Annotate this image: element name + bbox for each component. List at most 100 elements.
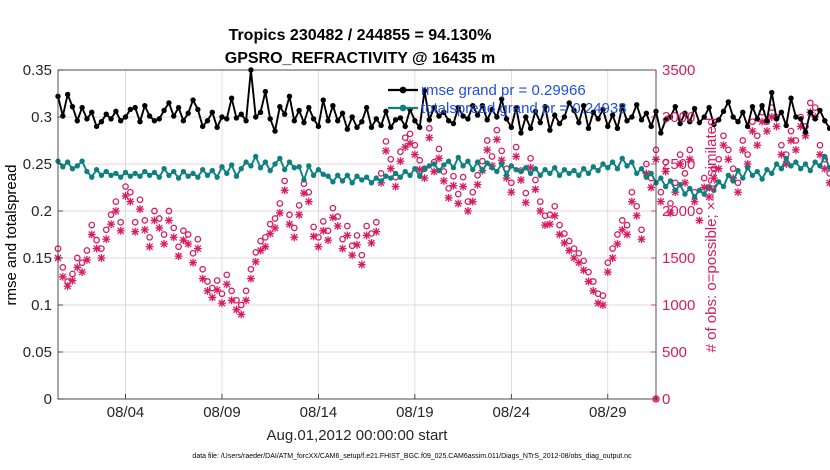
spread-point <box>325 173 331 179</box>
rmse-point <box>527 125 534 131</box>
obs-possible-point <box>223 271 231 279</box>
spread-point <box>605 165 611 171</box>
obs-assimilated-point <box>353 240 361 249</box>
obs-assimilated-point <box>507 188 516 197</box>
rmse-point <box>614 125 621 131</box>
obs-possible-point <box>344 222 351 230</box>
obs-assimilated-point <box>140 225 149 234</box>
obs-assimilated-point <box>546 220 554 229</box>
obs-possible-point <box>83 247 91 254</box>
rmse-point <box>638 117 645 123</box>
spread-point <box>513 166 519 173</box>
spread-point <box>383 173 389 179</box>
obs-assimilated-point <box>753 141 762 150</box>
obs-assimilated-point <box>203 287 212 295</box>
obs-assimilated-point <box>391 182 400 191</box>
spread-point <box>561 166 568 173</box>
obs-possible-point <box>175 243 182 251</box>
obs-possible-point <box>257 237 264 245</box>
obs-possible-point <box>575 249 583 257</box>
obs-assimilated-point <box>150 216 159 225</box>
legend-spread-marker <box>399 104 407 112</box>
spread-point <box>151 169 158 176</box>
obs-assimilated-point <box>401 143 410 151</box>
rmse-point <box>89 109 95 116</box>
spread-point <box>523 165 529 171</box>
spread-point <box>696 187 703 194</box>
spread-point <box>619 155 625 162</box>
spread-point <box>552 165 558 171</box>
rmse-point <box>556 120 563 127</box>
obs-possible-point <box>180 227 187 235</box>
obs-assimilated-point <box>550 211 559 220</box>
obs-assimilated-point <box>536 207 545 215</box>
y-tick-label: 0.25 <box>23 156 52 173</box>
rmse-point <box>648 123 654 130</box>
obs-possible-point <box>218 290 226 298</box>
obs-assimilated-point <box>189 258 197 267</box>
obs-possible-point <box>753 132 761 140</box>
obs-assimilated-point <box>160 240 168 248</box>
obs-assimilated-point <box>116 226 125 235</box>
spread-point <box>691 194 698 200</box>
obs-assimilated-point <box>439 177 448 185</box>
spread-point <box>585 170 592 177</box>
rmse-point <box>306 104 312 111</box>
spread-point <box>378 178 384 184</box>
rmse-point <box>682 110 688 116</box>
y-tick-label: 0 <box>44 391 52 408</box>
obs-possible-point <box>319 217 327 225</box>
obs-assimilated-point <box>92 244 101 253</box>
rmse-point <box>634 102 640 108</box>
obs-assimilated-point <box>700 183 709 192</box>
obs-assimilated-point <box>97 254 106 262</box>
obs-assimilated-point <box>410 150 419 159</box>
obs-possible-point <box>546 211 554 219</box>
spread-point <box>783 155 789 162</box>
obs-possible-point <box>522 189 530 197</box>
obs-possible-point <box>425 124 433 132</box>
spread-point <box>662 183 669 190</box>
rmse-point <box>315 123 322 130</box>
spread-point <box>84 168 90 175</box>
rmse-point <box>658 130 664 136</box>
obs-assimilated-point <box>121 192 130 200</box>
obs-assimilated-point <box>565 246 574 255</box>
rmse-point <box>69 103 76 110</box>
rmse-point <box>161 107 167 114</box>
obs-possible-point <box>657 188 665 196</box>
spread-point <box>629 159 635 165</box>
obs-possible-point <box>146 233 153 241</box>
rmse-point <box>667 114 674 120</box>
spread-point <box>339 178 346 184</box>
rmse-point <box>243 118 249 124</box>
spread-point <box>431 161 437 167</box>
spread-point <box>474 159 481 165</box>
x-tick-label: 08/19 <box>396 404 434 421</box>
obs-assimilated-point <box>237 310 246 319</box>
obs-assimilated-point <box>492 135 501 144</box>
obs-assimilated-point <box>155 224 164 232</box>
obs-possible-point <box>295 202 303 209</box>
rmse-point <box>209 109 216 116</box>
rmse-point <box>431 104 437 111</box>
obs-assimilated-point <box>406 139 414 148</box>
spread-point <box>171 168 177 175</box>
spread-point <box>580 166 587 172</box>
obs-possible-point <box>474 171 481 179</box>
obs-assimilated-point <box>343 231 352 240</box>
rmse-point <box>426 117 433 123</box>
obs-assimilated-point <box>338 244 347 253</box>
spread-point <box>199 166 206 173</box>
rmse-point <box>127 106 134 113</box>
obs-possible-point <box>184 231 192 238</box>
obs-possible-point <box>749 118 756 126</box>
obs-assimilated-point <box>266 229 275 238</box>
spread-point <box>590 164 597 170</box>
obs-assimilated-point <box>608 254 617 262</box>
spread-point <box>195 174 201 180</box>
rmse-point <box>320 97 326 103</box>
rmse-point <box>291 118 298 124</box>
obs-assimilated-point <box>709 174 718 182</box>
obs-assimilated-point <box>145 242 154 251</box>
